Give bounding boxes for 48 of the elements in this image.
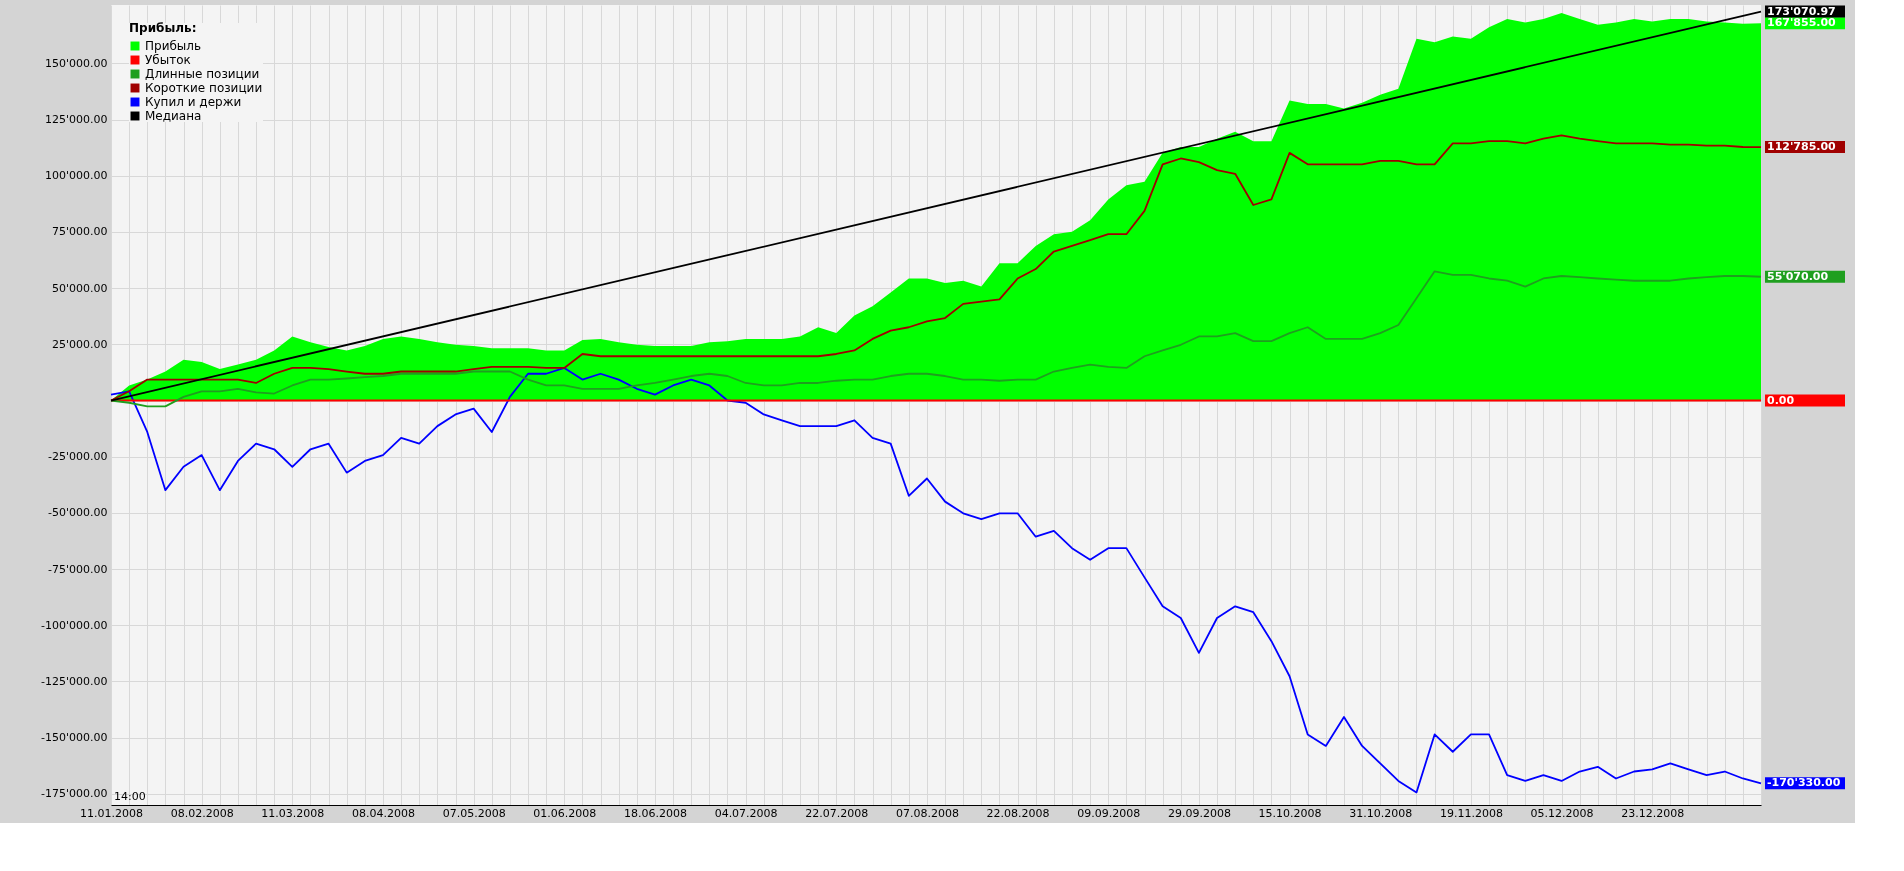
legend-title: Прибыль:: [129, 21, 197, 35]
data-label: 0.00: [1767, 393, 1795, 407]
x-tick-label: 08.02.2008: [170, 806, 234, 820]
data-label: 167'855.00: [1767, 16, 1837, 30]
y-tick-label: 25'000.00: [51, 337, 108, 351]
legend-label: Убыток: [145, 53, 191, 67]
x-tick-label: 11.03.2008: [261, 806, 325, 820]
x-tick-label: 04.07.2008: [714, 806, 778, 820]
x-tick-label: 23.12.2008: [1621, 806, 1685, 820]
x-tick-label: 07.05.2008: [442, 806, 506, 820]
line-series: [110, 134, 1762, 402]
annotation: 14:00: [114, 790, 146, 803]
legend-label: Длинные позиции: [145, 67, 260, 81]
x-tick-label: 18.06.2008: [623, 806, 687, 820]
x-tick-label: 15.10.2008: [1258, 806, 1322, 820]
y-tick-label: -75'000.00: [48, 562, 108, 576]
x-tick-label: 19.11.2008: [1439, 806, 1503, 820]
y-tick-label: 150'000.00: [44, 56, 108, 70]
y-tick-label: -100'000.00: [41, 618, 108, 632]
x-tick-label: 05.12.2008: [1530, 806, 1594, 820]
y-tick-label: -25'000.00: [48, 450, 108, 464]
x-tick-label: 22.07.2008: [805, 806, 869, 820]
y-tick-label: -150'000.00: [41, 731, 108, 745]
line-series: [110, 367, 1762, 794]
x-tick-label: 08.04.2008: [351, 806, 415, 820]
y-tick-label: -175'000.00: [41, 787, 108, 801]
data-label: -170'330.00: [1767, 776, 1841, 790]
data-label: 173'070.97: [1767, 4, 1836, 18]
data-label: 112'785.00: [1767, 140, 1837, 154]
x-tick-label: 29.09.2008: [1167, 806, 1231, 820]
y-tick-label: 100'000.00: [44, 169, 108, 183]
legend-label: Прибыль: [145, 39, 202, 53]
y-tick-label: 50'000.00: [51, 281, 108, 295]
y-tick-label: -125'000.00: [41, 674, 108, 688]
data-label: 55'070.00: [1767, 269, 1829, 283]
x-tick-label: 22.08.2008: [986, 806, 1050, 820]
x-tick-label: 09.09.2008: [1077, 806, 1141, 820]
y-tick-label: -50'000.00: [48, 506, 108, 520]
line-series: [110, 270, 1762, 408]
legend-label: Купил и держи: [145, 95, 242, 109]
legend-label: Короткие позиции: [145, 81, 263, 95]
legend-label: Медиана: [145, 109, 202, 123]
y-tick-label: 125'000.00: [44, 113, 108, 127]
y-tick-label: 75'000.00: [51, 225, 108, 239]
x-tick-label: 11.01.2008: [80, 806, 143, 820]
x-tick-label: 07.08.2008: [895, 806, 959, 820]
x-tick-label: 01.06.2008: [533, 806, 597, 820]
x-tick-label: 31.10.2008: [1349, 806, 1413, 820]
